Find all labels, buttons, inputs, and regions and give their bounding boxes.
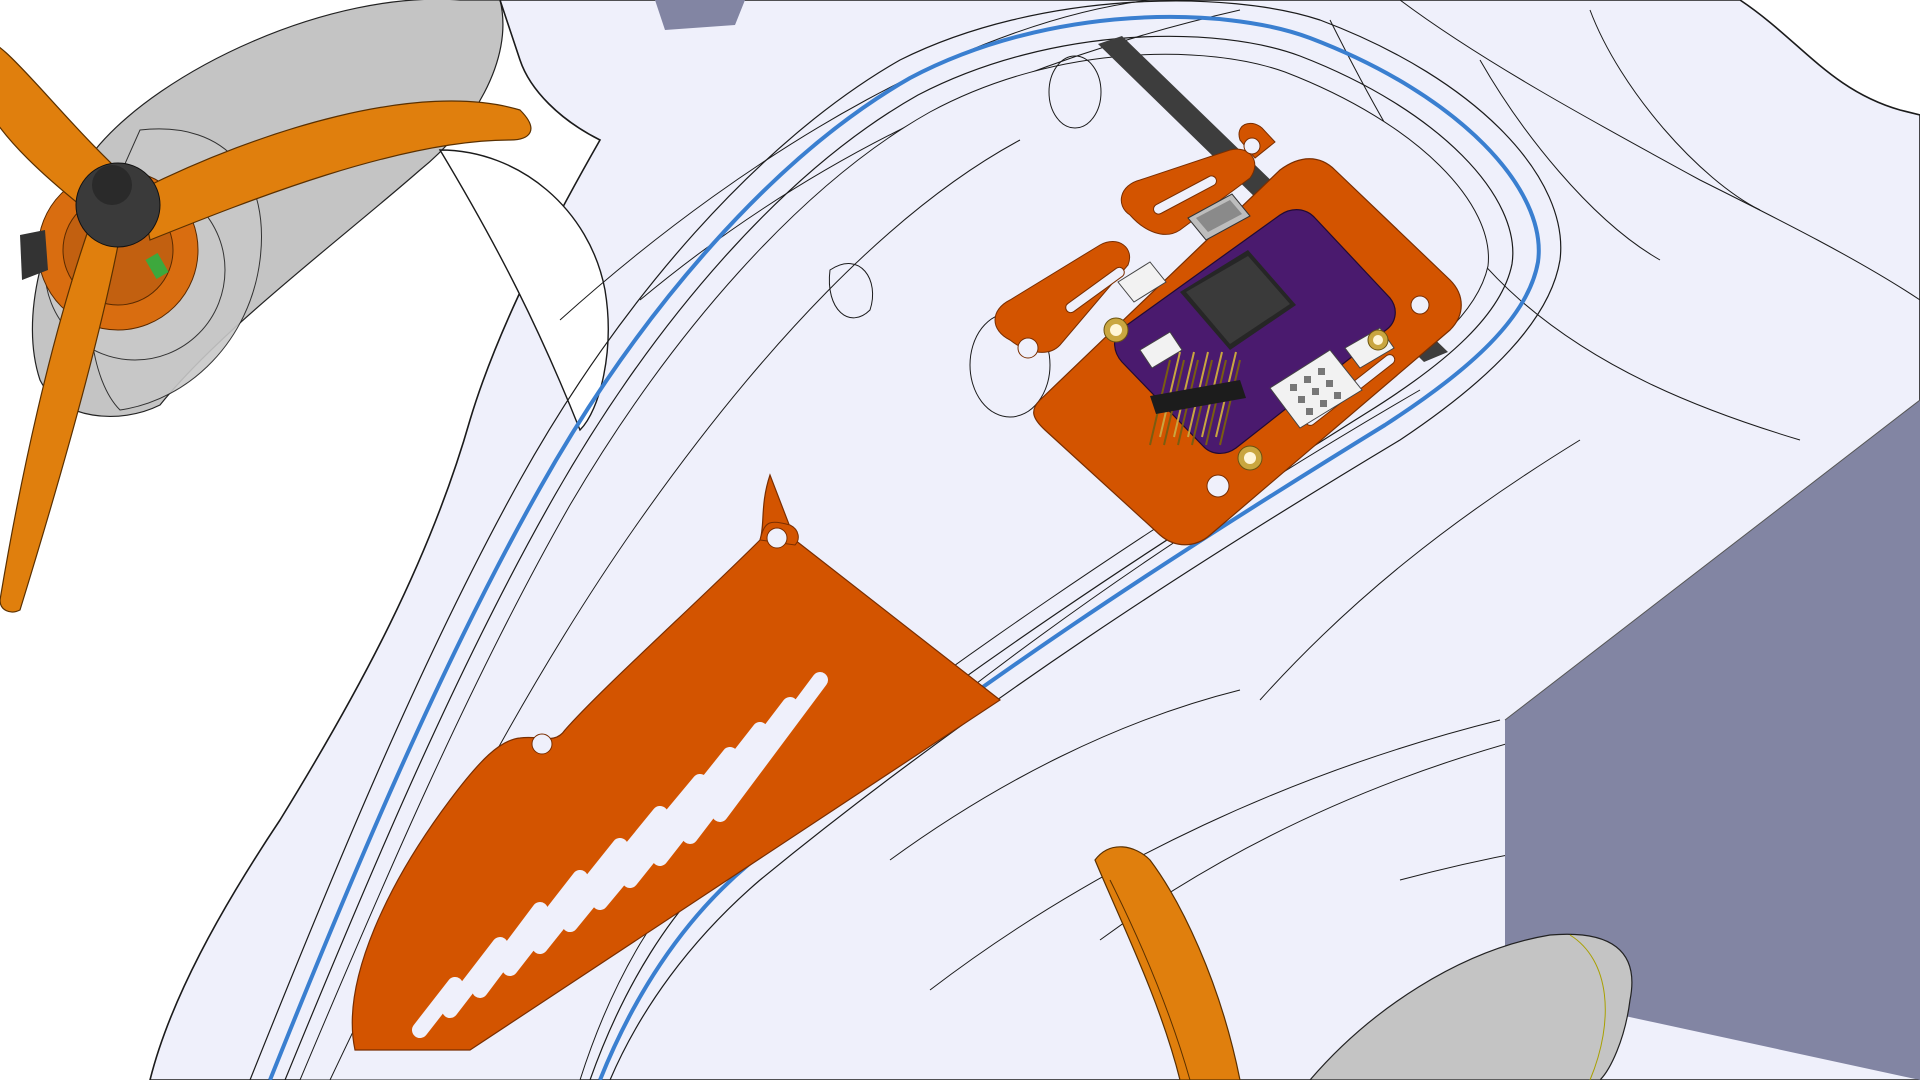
vent-slot bbox=[472, 902, 548, 998]
vent-slot bbox=[532, 838, 628, 954]
vent-slot-group bbox=[412, 672, 828, 1038]
vented-plate-icon bbox=[351, 473, 1002, 1051]
left-propeller-assembly bbox=[0, 46, 532, 613]
jst-connector bbox=[1117, 261, 1167, 303]
flight-controller-board bbox=[1103, 193, 1396, 471]
vent-slot bbox=[622, 747, 738, 888]
vent-slot bbox=[682, 697, 798, 844]
vent-slot bbox=[502, 870, 588, 976]
boxed-header bbox=[1269, 349, 1363, 429]
vent-slot bbox=[652, 722, 768, 866]
rear-propeller-blade bbox=[1094, 846, 1241, 1080]
propeller-icon bbox=[0, 46, 532, 613]
vent-slot bbox=[712, 672, 828, 822]
side-panel-slab bbox=[1505, 400, 1920, 1080]
jst-connector bbox=[1139, 331, 1183, 369]
vent-slot bbox=[442, 937, 508, 1018]
top-bracket-block bbox=[655, 0, 745, 30]
vent-slot bbox=[412, 977, 463, 1038]
vent-slot bbox=[562, 806, 668, 932]
right-motor-nacelle bbox=[1309, 933, 1633, 1080]
usb-port-icon bbox=[1187, 193, 1251, 241]
